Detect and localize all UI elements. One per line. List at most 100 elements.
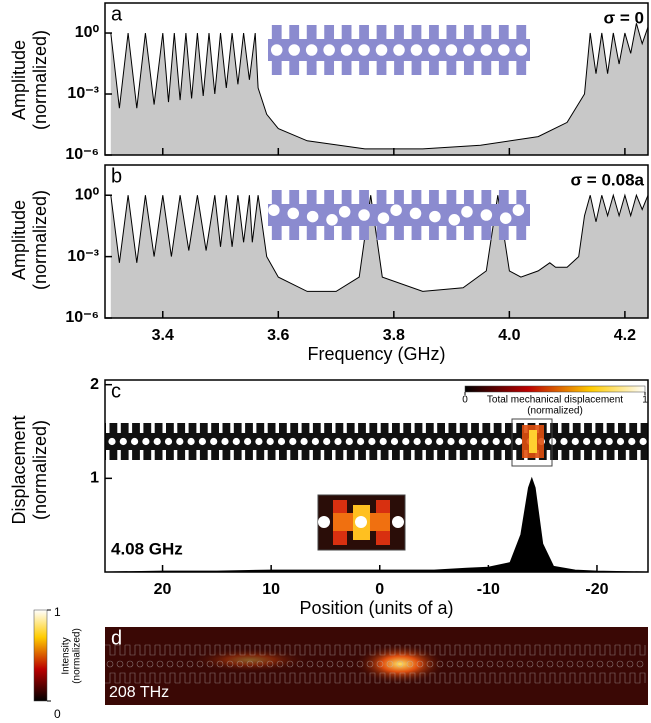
crystal-hole	[358, 209, 370, 221]
strip-hole	[424, 437, 432, 446]
waveguide-hole	[536, 660, 544, 668]
waveguide-hole	[386, 660, 394, 668]
strip-gap	[219, 423, 223, 433]
colorbar-label: (normalized)	[527, 406, 583, 417]
strip-hole	[594, 437, 602, 446]
strip-gap	[298, 450, 302, 460]
waveguide-hole	[266, 660, 274, 668]
waveguide-hole	[586, 660, 594, 668]
zoom-inset	[317, 494, 406, 551]
strip-gap	[196, 423, 200, 433]
strip-gap	[377, 423, 381, 433]
strip-gap	[501, 450, 505, 460]
waveguide-hole	[526, 660, 534, 668]
strip-hole	[583, 437, 591, 446]
colorbar-tick-label: 1	[54, 605, 61, 619]
plot-frame	[104, 379, 649, 573]
crystal-hole	[270, 44, 283, 56]
crystal-hole	[410, 44, 423, 56]
y-tick-label: 10⁻³	[67, 85, 99, 102]
crystal-hole	[499, 212, 512, 224]
strip-gap	[433, 450, 438, 460]
strip-gap	[185, 450, 189, 460]
strip-gap	[252, 423, 257, 433]
strip-gap	[558, 423, 562, 433]
strip-gap	[365, 423, 370, 433]
waveguide-hole	[126, 660, 134, 668]
waveguide-hole	[596, 660, 604, 668]
strip-gap	[343, 450, 347, 460]
strip-hole	[379, 437, 387, 446]
strip-gap	[467, 423, 472, 433]
waveguide-hole	[556, 660, 564, 668]
waveguide-hole	[156, 660, 164, 668]
waveguide-hole	[546, 660, 554, 668]
crystal-hole	[338, 206, 351, 218]
y-tick-label: 10⁻³	[67, 248, 99, 265]
strip-gap	[569, 450, 573, 460]
zoom-hole	[355, 516, 367, 528]
y-tick-label: 2	[90, 376, 99, 393]
crystal-hole	[463, 44, 475, 56]
strip-hole	[390, 437, 399, 446]
strip-hole	[436, 437, 444, 446]
waveguide-hole	[616, 660, 624, 668]
strip-gap	[467, 450, 472, 460]
waveguide-outline	[105, 644, 646, 684]
strip-hole	[323, 437, 331, 446]
strip-hole	[210, 437, 218, 446]
strip-gap	[490, 450, 494, 460]
waveguide-hole	[466, 660, 474, 668]
waveguide-hole	[196, 660, 204, 668]
waveguide-hole	[256, 660, 264, 668]
strip-gap	[151, 423, 155, 433]
y-tick-label: 10⁰	[75, 24, 100, 41]
strip-gap	[354, 423, 359, 433]
crystal-hole	[375, 44, 388, 56]
waveguide-hole	[366, 660, 374, 668]
strip-gap	[173, 450, 178, 460]
panel-letter: b	[111, 165, 122, 187]
waveguide-hole	[516, 660, 524, 668]
strip-gap	[546, 423, 551, 433]
strip-gap	[230, 450, 234, 460]
waveguide-hole	[376, 660, 384, 668]
strip-gap	[275, 423, 279, 433]
crystal-hole	[390, 204, 402, 216]
strip-gap	[399, 423, 404, 433]
colorbar-label: (normalized)	[72, 628, 83, 684]
strip-gap	[422, 423, 426, 433]
crystal-hole	[448, 214, 461, 226]
waveguide-hole	[316, 660, 324, 668]
x-tick-label: -10	[477, 581, 500, 598]
panel-letter: d	[111, 627, 122, 649]
strip-gap	[139, 450, 144, 460]
crystal-hole	[288, 44, 300, 56]
strip-gap	[388, 423, 392, 433]
strip-gap	[625, 423, 630, 433]
strip-gap	[286, 450, 291, 460]
strip-gap	[332, 423, 336, 433]
y-tick-label: 10⁻⁶	[65, 309, 99, 326]
strip-hole	[458, 437, 466, 446]
area	[110, 195, 649, 318]
waveguide-hole	[416, 660, 424, 668]
strip-hole	[560, 437, 568, 446]
crystal-hole	[429, 210, 441, 223]
strip-hole	[639, 437, 647, 446]
annotation: 4.08 GHz	[111, 539, 183, 558]
strip-gap	[603, 423, 607, 433]
strip-hole	[334, 437, 342, 446]
strip-gap	[445, 423, 449, 433]
y-tick-label: 10⁻⁶	[65, 146, 99, 163]
strip-gap	[241, 423, 246, 433]
strip-gap	[546, 450, 551, 460]
plot-frame	[104, 2, 649, 156]
strip-hole	[571, 437, 579, 446]
strip-hole	[198, 437, 206, 446]
strip-gap	[275, 450, 279, 460]
strip-hole	[153, 437, 161, 446]
colorbar-label: Total mechanical displacement	[487, 395, 623, 406]
strip-gap	[185, 423, 189, 433]
